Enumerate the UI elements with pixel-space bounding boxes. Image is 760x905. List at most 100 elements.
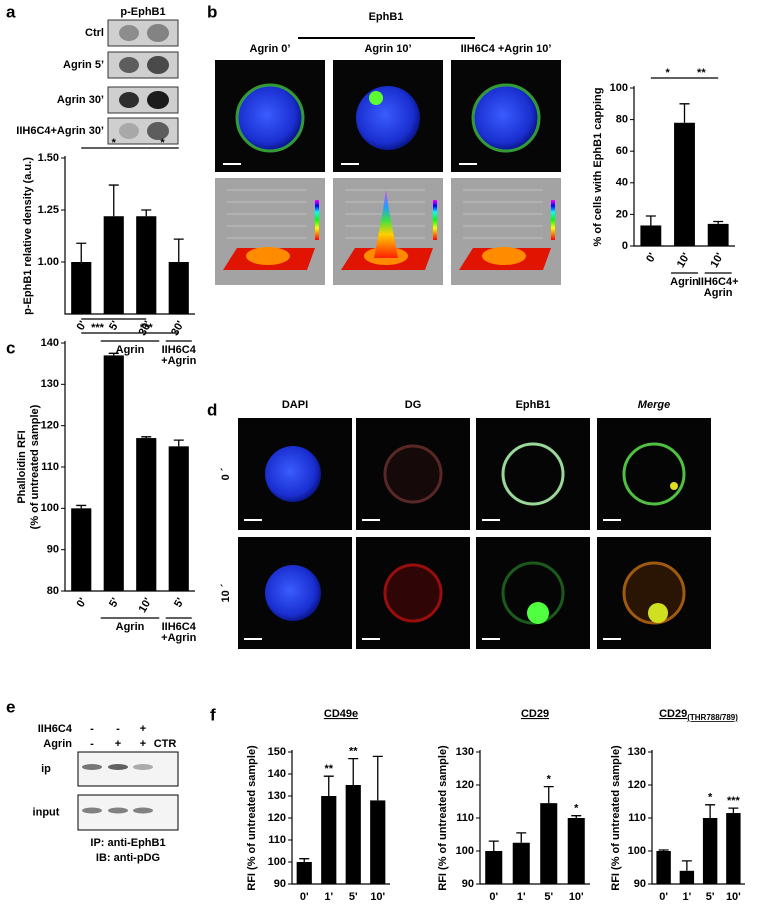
y-tick-label: 100 [628, 845, 646, 857]
panel-letter: d [207, 400, 217, 419]
error-bar [108, 184, 119, 217]
bar [103, 216, 124, 314]
blot-row-label: Agrin 5’ [63, 59, 104, 71]
x-tick-label: 10' [137, 596, 155, 615]
error-bar [516, 832, 527, 843]
color-scale [551, 200, 555, 240]
panel-letter: c [6, 338, 15, 357]
x-tick-label: 10' [569, 891, 584, 903]
panel-letter: f [210, 705, 216, 724]
surface-spike [374, 190, 398, 258]
ephb1-ring [501, 442, 565, 506]
y-tick-label: 40 [616, 177, 628, 189]
y-tick-label: 1.50 [38, 152, 59, 164]
treatment-sign: - [116, 723, 120, 735]
merge-spot [670, 482, 678, 490]
group-label: IIH6C4+ [698, 276, 739, 288]
chart-title-main: CD29 [659, 708, 687, 720]
group-label: Agrin [116, 621, 145, 633]
x-tick-label: 1' [517, 891, 526, 903]
bar [370, 800, 386, 884]
y-axis-label: % of cells with EphB1 capping [592, 88, 604, 247]
note: IP: anti-EphB1 [90, 837, 165, 849]
significance: * [547, 774, 552, 786]
chart-title: CD29 [521, 708, 549, 720]
x-tick-label: 5' [172, 596, 187, 610]
blot-band [119, 25, 139, 41]
blot-band [147, 91, 169, 109]
cap [369, 91, 383, 105]
merge-ring [622, 442, 686, 506]
panel-title: EphB1 [369, 11, 404, 23]
nucleus [356, 86, 420, 150]
significance: * [574, 803, 579, 815]
nucleus [265, 565, 321, 621]
panel-letter: e [6, 697, 15, 716]
chart-title-main: CD29 [521, 708, 549, 720]
error-bar [679, 103, 690, 123]
blot-title: p-EphB1 [120, 6, 165, 18]
blot-row-label: ip [41, 763, 51, 775]
bar [345, 785, 361, 884]
x-tick-label: 0' [75, 319, 90, 333]
group-label: IIH6C4 [162, 344, 197, 356]
y-tick-label: 20 [616, 208, 628, 220]
y-tick-label: 130 [456, 746, 474, 758]
error-bar [323, 775, 334, 796]
treatment-sign: + [115, 738, 121, 750]
y-axis-label: Phalloidin RFI [16, 430, 28, 503]
y-tick-label: 90 [274, 878, 286, 890]
blot-row-label: Agrin 30’ [57, 94, 104, 106]
x-tick-label: 10' [370, 891, 385, 903]
y-tick-label: 90 [634, 878, 646, 890]
y-axis-label: RFI (% of untreated sample) [610, 745, 622, 891]
bar [71, 508, 92, 591]
error-bar [543, 786, 554, 804]
error-bar [76, 242, 87, 262]
y-tick-label: 130 [628, 746, 646, 758]
y-tick-label: 140 [268, 768, 286, 780]
significance: *** [727, 795, 741, 807]
blot-band [147, 122, 169, 140]
bar [702, 818, 718, 884]
y-tick-label: 120 [628, 779, 646, 791]
comparison-label: * [666, 67, 671, 79]
y-tick-label: 110 [456, 812, 474, 824]
content: a b c d e f p-EphB1 Ctrl Agrin 5’ Agrin 30’ IIH6C4… [6, 2, 745, 903]
chart-title: CD49e [324, 708, 358, 720]
nucleus [238, 86, 302, 150]
error-bar [173, 238, 184, 262]
error-bar [299, 858, 310, 862]
error-bar [571, 815, 582, 818]
group-label: +Agrin [161, 632, 196, 644]
group-label: +Agrin [161, 355, 196, 367]
chart-title: CD29(THR788/789) [659, 708, 738, 722]
error-bar [488, 840, 499, 851]
bar [136, 216, 157, 314]
y-tick-label: 0 [622, 240, 628, 252]
comparison-label: * [112, 137, 117, 149]
bar [103, 355, 124, 591]
bar [485, 851, 503, 884]
bar [567, 818, 585, 884]
bar [640, 225, 662, 246]
y-axis-label: RFI (% of untreated sample) [437, 745, 449, 891]
y-tick-label: 100 [41, 502, 59, 514]
y-tick-label: 140 [41, 337, 59, 349]
comparison-label: * [160, 137, 165, 149]
blot-row-label: input [33, 806, 60, 818]
comparison-label: *** [140, 322, 154, 334]
micrograph [476, 418, 590, 530]
control-label: CTR [154, 738, 177, 750]
y-tick-label: 130 [268, 790, 286, 802]
y-tick-label: 80 [47, 585, 59, 597]
x-tick-label: 0' [644, 251, 659, 265]
blot-band [108, 807, 128, 814]
comparison-label: ** [697, 67, 706, 79]
bar [726, 813, 741, 884]
x-tick-label: 0' [659, 891, 668, 903]
y-tick-label: 120 [41, 420, 59, 432]
note: IB: anti-pDG [96, 852, 160, 864]
membrane [471, 83, 541, 153]
